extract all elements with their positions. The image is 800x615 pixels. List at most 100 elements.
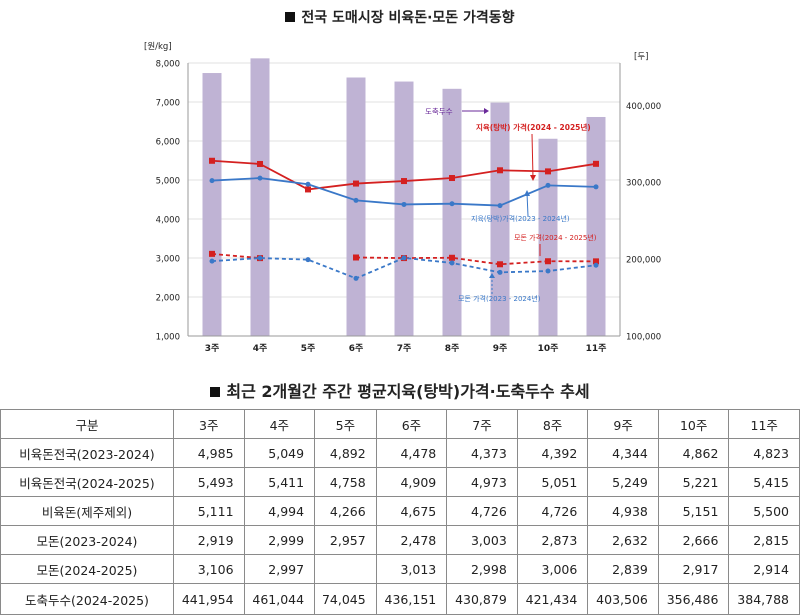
- data-point: [305, 181, 311, 187]
- bar: [442, 88, 462, 336]
- data-point: [449, 175, 455, 182]
- annotation-arrow: [526, 192, 529, 217]
- annotation-price-2425: 지육(탕박) 가격(2024 - 2025년): [476, 122, 591, 132]
- left-tick-label: 7,000: [156, 99, 180, 109]
- right-tick-label: 400,000: [626, 102, 661, 112]
- annotation-arrow: [531, 133, 534, 179]
- table-cell: 5,051: [516, 467, 589, 497]
- table-title: 최근 2개월간 주간 평균지육(탕박)가격·도축두수 추세: [0, 378, 800, 402]
- table-cell: 2,917: [657, 554, 730, 584]
- table-cell: 5,049: [243, 438, 316, 468]
- data-point: [401, 178, 407, 185]
- left-tick-label: 4,000: [156, 216, 180, 226]
- table-cell: 2,839: [587, 554, 659, 584]
- category-label: 6주: [349, 343, 364, 354]
- table-cell: 441,954: [173, 583, 245, 615]
- table-header-week: 7주: [446, 409, 518, 439]
- table-cell: 4,373: [446, 438, 518, 468]
- table-cell: 4,478: [375, 438, 448, 468]
- arrow-head-icon: [489, 273, 495, 278]
- table-cell: 74,045: [314, 583, 377, 615]
- data-point: [449, 260, 455, 266]
- data-point: [497, 167, 503, 174]
- data-point: [545, 268, 551, 274]
- table-cell: 4,909: [375, 467, 448, 497]
- axes: 1,000 2,000 3,000 4,000 5,000 6,000 7,000 8,000…: [144, 42, 661, 354]
- table-row-label: 비육돈전국(2023-2024): [0, 438, 174, 468]
- bar: [250, 58, 270, 336]
- annotation-price-2324: 지육(탕박)가격(2023 - 2024년): [471, 214, 570, 223]
- data-point: [305, 186, 311, 193]
- table-row-label: 모돈(2024-2025): [0, 554, 174, 584]
- chart-title-text: 전국 도매시장 비육돈·모돈 가격동향: [301, 10, 515, 26]
- left-tick-label: 8,000: [156, 60, 180, 70]
- table-header-row: 구분 3주 4주 5주 6주 7주 8주 9주 10주 11주: [0, 409, 800, 439]
- chart-title: 전국 도매시장 비육돈·모돈 가격동향: [0, 7, 800, 27]
- table-cell: 2,919: [173, 525, 245, 555]
- table-cell: 4,266: [314, 496, 377, 526]
- data-point: [353, 197, 359, 203]
- table-header-week: 6주: [375, 409, 448, 439]
- category-label: 10주: [538, 343, 559, 354]
- table-cell: 2,478: [375, 525, 448, 555]
- table-header-week: 4주: [243, 409, 316, 439]
- annotation-bars: 도축두수: [425, 107, 453, 116]
- table-cell: 436,151: [375, 583, 448, 615]
- table-body: 비육돈전국(2023-2024) 4,985 5,049 4,892 4,478 4,37…: [0, 438, 800, 615]
- table-row-label: 비육돈(제주제외): [0, 496, 174, 526]
- table-cell: 4,726: [446, 496, 518, 526]
- table-cell: 430,879: [446, 583, 518, 615]
- table-cell: 4,994: [243, 496, 316, 526]
- left-tick-label: 2,000: [156, 294, 180, 304]
- table-header-week: 11주: [728, 409, 800, 439]
- category-label: 3주: [205, 343, 220, 354]
- bar: [394, 81, 414, 336]
- table-cell: 384,788: [728, 583, 800, 615]
- table-row-label: 모돈(2023-2024): [0, 525, 174, 555]
- data-point: [257, 160, 263, 167]
- table-cell: 3,013: [375, 554, 448, 584]
- category-label: 9주: [493, 343, 508, 354]
- data-point: [497, 261, 503, 268]
- table-header-week: 3주: [173, 409, 245, 439]
- data-point: [257, 175, 263, 181]
- bar: [490, 102, 510, 336]
- left-tick-label: 5,000: [156, 177, 180, 187]
- data-point: [449, 254, 455, 261]
- right-tick-label: 100,000: [626, 333, 661, 343]
- data-point: [545, 182, 551, 188]
- arrow-head-icon: [484, 108, 489, 114]
- bar: [586, 116, 606, 336]
- table-cell: 4,973: [446, 467, 518, 497]
- data-point: [209, 258, 215, 264]
- table-cell: 2,998: [446, 554, 518, 584]
- table-header-label: 구분: [0, 409, 174, 439]
- category-label: 11주: [586, 343, 607, 354]
- table-cell: 403,506: [587, 583, 659, 615]
- category-label: 5주: [301, 343, 316, 354]
- data-point: [449, 201, 455, 207]
- table-row: 모돈(2023-2024) 2,919 2,999 2,957 2,478 3,003 2,…: [0, 525, 800, 555]
- table-cell: [314, 554, 377, 584]
- table-row: 모돈(2024-2025) 3,106 2,997 3,013 2,998 3,006 2,…: [0, 554, 800, 584]
- data-point: [353, 275, 359, 281]
- table-row-label: 도축두수(2024-2025): [0, 583, 174, 615]
- data-point: [305, 257, 311, 263]
- data-point: [401, 201, 407, 207]
- table-cell: 2,957: [314, 525, 377, 555]
- data-point: [353, 180, 359, 187]
- table-cell: 4,938: [587, 496, 659, 526]
- right-tick-label: 300,000: [626, 179, 661, 189]
- table-header-week: 9주: [587, 409, 659, 439]
- table-row: 비육돈(제주제외) 5,111 4,994 4,266 4,675 4,726 4,726 4…: [0, 496, 800, 526]
- data-point: [545, 168, 551, 175]
- table-cell: 3,006: [516, 554, 589, 584]
- table-cell: 2,914: [728, 554, 800, 584]
- table-cell: 2,873: [516, 525, 589, 555]
- table-cell: 2,997: [243, 554, 316, 584]
- table-row: 도축두수(2024-2025) 441,954 461,044 74,045 436,1…: [0, 583, 800, 615]
- right-axis-unit: [두]: [634, 52, 648, 62]
- table-title-text: 최근 2개월간 주간 평균지육(탕박)가격·도축두수 추세: [226, 382, 590, 401]
- table-cell: 3,003: [446, 525, 518, 555]
- data-point: [209, 250, 215, 257]
